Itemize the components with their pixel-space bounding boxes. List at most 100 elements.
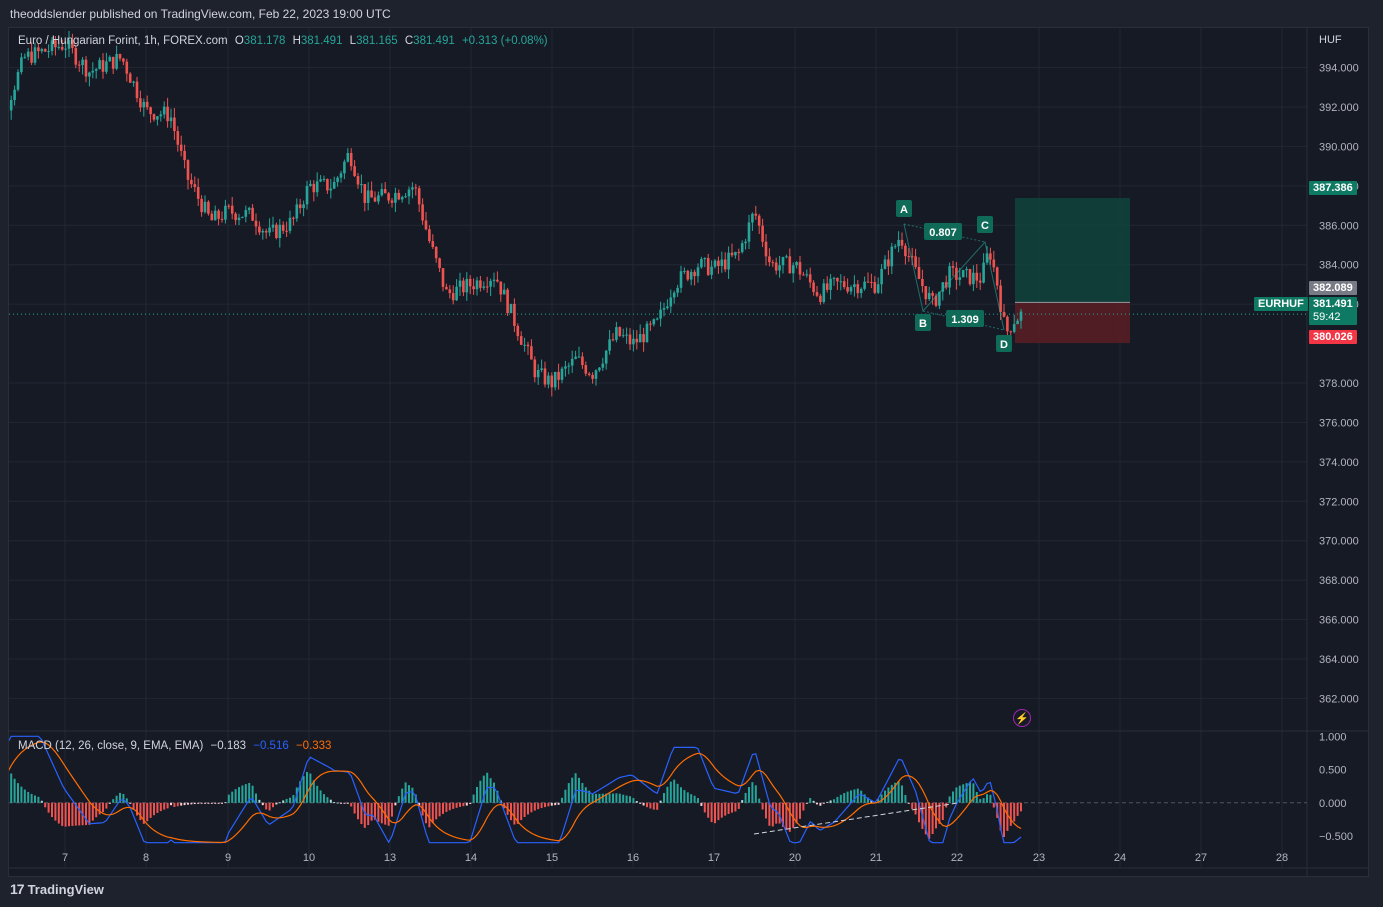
candle-body <box>972 272 975 285</box>
macd-histogram-bar <box>1009 802 1012 826</box>
macd-histogram-bar <box>61 802 64 826</box>
candle-body <box>982 262 985 283</box>
macd-histogram-bar <box>411 787 414 803</box>
macd-histogram-bar <box>778 802 781 824</box>
macd-histogram-bar <box>255 793 257 803</box>
candle-body <box>941 282 945 292</box>
candle-body <box>686 270 690 280</box>
macd-histogram-bar <box>771 802 774 827</box>
candle-body <box>1009 331 1013 333</box>
time-tick-label: 7 <box>62 852 68 864</box>
candle-body <box>193 184 197 188</box>
candle-body <box>455 286 458 301</box>
candle-body <box>587 373 591 375</box>
candle-body <box>230 205 234 214</box>
candle-body <box>383 189 387 194</box>
candle-body <box>842 281 846 288</box>
time-tick-label: 14 <box>465 852 477 864</box>
macd-histogram-bar <box>605 793 608 803</box>
candle-body <box>200 198 203 213</box>
macd-histogram-bar <box>571 777 574 803</box>
candle-body <box>683 270 686 272</box>
candle-body <box>424 220 428 230</box>
macd-histogram-bar <box>346 802 349 804</box>
candle-body <box>723 259 727 270</box>
candle-body <box>438 258 441 269</box>
candle-body <box>577 356 581 358</box>
candle-body <box>550 375 554 388</box>
candle-body <box>33 47 37 63</box>
candle-body <box>67 40 71 49</box>
macd-histogram-bar <box>418 802 421 807</box>
macd-histogram-bar <box>989 794 992 803</box>
macd-histogram-bar <box>656 802 659 810</box>
macd-histogram-bar <box>591 794 594 803</box>
macd-histogram-bar <box>207 802 210 804</box>
macd-histogram-bar <box>843 793 846 803</box>
macd-histogram-bar <box>105 802 108 809</box>
candle-body <box>122 58 125 62</box>
candle-body <box>329 188 333 191</box>
candle-body <box>839 281 843 283</box>
high-label: H <box>292 35 301 47</box>
macd-signal-value: −0.333 <box>295 740 332 752</box>
candle-body <box>547 375 550 385</box>
macd-histogram-bar <box>635 801 638 803</box>
macd-histogram-bar <box>612 793 614 803</box>
macd-histogram-bar <box>275 802 278 805</box>
candle-body <box>285 230 288 232</box>
macd-histogram-bar <box>180 802 183 806</box>
macd-histogram-bar <box>17 783 19 803</box>
macd-tick-label: 0.500 <box>1319 765 1347 777</box>
macd-histogram-bar <box>265 802 268 810</box>
candle-body <box>713 260 717 267</box>
time-tick-label: 16 <box>627 852 639 864</box>
candle-body <box>281 224 285 231</box>
macd-histogram-bar <box>952 791 954 803</box>
macd-histogram-bar <box>224 802 227 804</box>
low-label: L <box>349 35 357 47</box>
macd-histogram-bar <box>533 802 536 811</box>
candle-body <box>934 295 938 306</box>
macd-histogram-bar <box>941 802 944 821</box>
macd-tick-label: −0.500 <box>1319 831 1353 843</box>
candle-body <box>1002 311 1006 317</box>
macd-histogram-bar <box>122 794 125 803</box>
candle-body <box>132 81 135 83</box>
macd-histogram-bar <box>282 800 285 803</box>
candle-body <box>207 201 210 214</box>
candle-body <box>349 153 353 167</box>
macd-histogram-bar <box>629 796 631 803</box>
candle-body <box>261 230 265 233</box>
stop-zone <box>1015 302 1130 344</box>
candle-body <box>23 56 27 58</box>
candle-body <box>778 265 781 271</box>
macd-histogram-bar <box>401 788 404 803</box>
alert-lightning-icon[interactable]: ⚡ <box>1013 709 1031 727</box>
candle-body <box>224 205 227 220</box>
macd-histogram-bar <box>975 792 978 803</box>
candle-body <box>373 197 377 202</box>
candle-body <box>479 280 482 288</box>
pattern-point-a-bg <box>896 200 912 217</box>
candle-body <box>621 335 625 337</box>
candle-body <box>846 287 849 292</box>
macd-histogram-bar <box>717 802 720 821</box>
candle-body <box>417 188 421 205</box>
macd-histogram-bar <box>595 793 597 803</box>
macd-histogram-bar <box>890 784 893 803</box>
macd-histogram-bar <box>690 794 693 803</box>
candle-body <box>995 267 999 286</box>
macd-histogram-bar <box>156 802 159 813</box>
divergence-line <box>753 802 960 835</box>
candle-body <box>829 278 832 290</box>
candle-body <box>530 346 533 360</box>
macd-histogram-bar <box>27 791 30 803</box>
candle-body <box>319 179 322 182</box>
macd-histogram-bar <box>601 793 604 803</box>
macd-histogram-bar <box>809 798 812 803</box>
candle-body <box>904 245 907 257</box>
candle-body <box>703 258 707 260</box>
